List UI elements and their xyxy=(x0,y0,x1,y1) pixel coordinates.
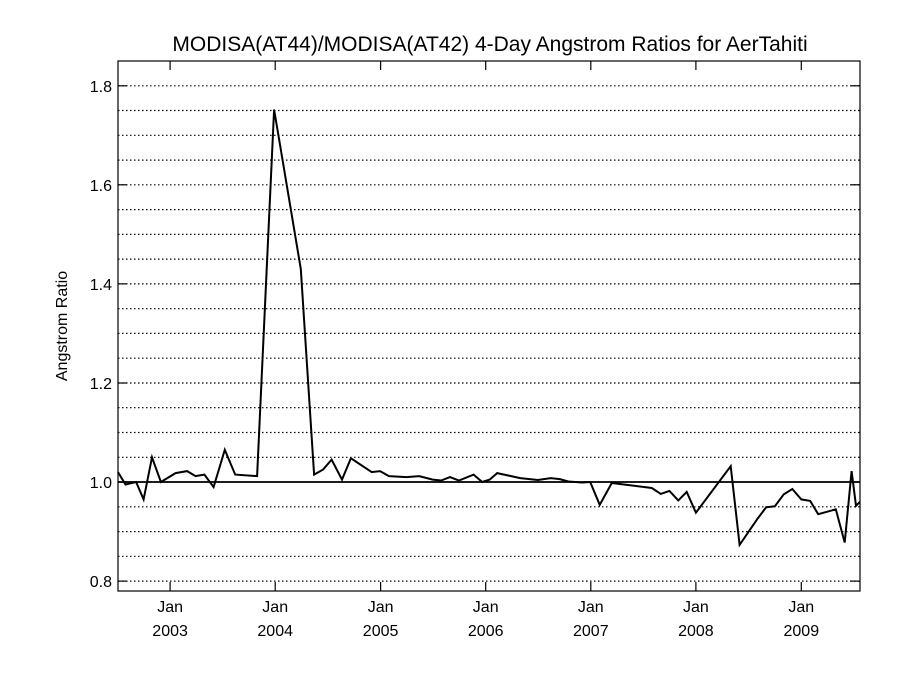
y-tick-label: 1.2 xyxy=(90,376,112,393)
x-tick-year-label: 2008 xyxy=(678,623,714,640)
x-ticks: Jan 2003 Jan 2004 Jan 2005 Jan 2006 Jan 2007 Jan 20… xyxy=(152,61,819,640)
y-tick-label: 1.0 xyxy=(90,475,112,492)
y-ticks: 0.8 1.0 1.2 1.4 1.6 1.8 xyxy=(90,79,860,591)
x-tick-year-label: 2007 xyxy=(573,623,609,640)
x-tick-month-label: Jan xyxy=(368,599,394,616)
y-tick-label: 0.8 xyxy=(90,574,112,591)
series-line-1 xyxy=(117,109,861,548)
y-tick-label: 1.4 xyxy=(90,277,112,294)
x-tick-year-label: 2006 xyxy=(468,623,504,640)
x-tick-month-label: Jan xyxy=(157,599,183,616)
x-tick-year-label: 2009 xyxy=(784,623,820,640)
chart-title: MODISA(AT44)/MODISA(AT42) 4-Day Angstrom… xyxy=(172,33,807,56)
x-tick-month-label: Jan xyxy=(473,599,499,616)
plot-frame xyxy=(117,60,861,592)
x-tick-month-label: Jan xyxy=(788,599,814,616)
x-tick-month-label: Jan xyxy=(578,599,604,616)
y-axis-label: Angstrom Ratio xyxy=(54,271,71,381)
x-tick-month-label: Jan xyxy=(262,599,288,616)
gridlines xyxy=(118,85,860,582)
x-tick-month-label: Jan xyxy=(683,599,709,616)
x-tick-year-label: 2005 xyxy=(363,623,399,640)
x-tick-year-label: 2004 xyxy=(257,623,293,640)
x-tick-year-label: 2003 xyxy=(152,623,188,640)
series-group xyxy=(117,109,861,548)
y-tick-label: 1.8 xyxy=(90,79,112,96)
y-tick-label: 1.6 xyxy=(90,178,112,195)
